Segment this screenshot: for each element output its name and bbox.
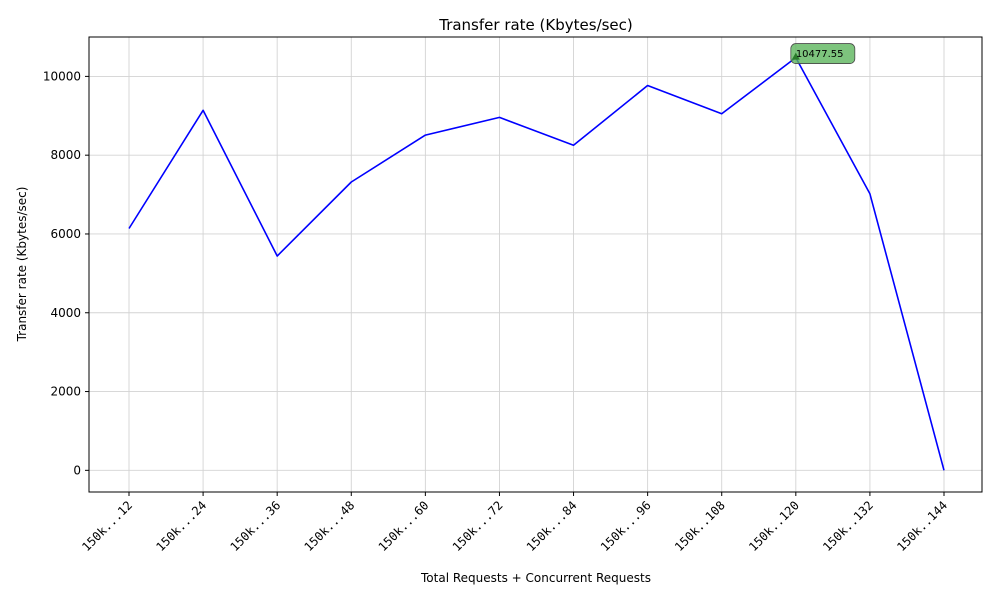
data-point xyxy=(276,255,278,257)
chart-title: Transfer rate (Kbytes/sec) xyxy=(438,16,633,34)
plot-frame xyxy=(88,36,983,493)
data-point xyxy=(647,84,649,86)
y-tick-label: 2000 xyxy=(50,385,81,399)
data-point xyxy=(721,113,723,115)
annotation-box xyxy=(790,43,856,64)
annotation-label: 10477.55 xyxy=(796,49,844,60)
data-point xyxy=(350,181,352,183)
series-line xyxy=(128,56,945,471)
y-axis-ticks: 0 2000 4000 6000 8000 10000 xyxy=(43,69,89,477)
series-layer xyxy=(128,56,945,471)
y-tick-label: 0 xyxy=(73,463,81,477)
data-point xyxy=(573,144,575,146)
data-point xyxy=(498,116,500,118)
grid xyxy=(89,37,982,492)
y-tick-label: 6000 xyxy=(50,227,81,241)
y-tick-label: 4000 xyxy=(50,306,81,320)
data-point xyxy=(869,193,871,195)
annotation-layer: 10477.55 xyxy=(790,43,856,64)
data-point xyxy=(128,227,130,229)
data-point xyxy=(943,469,945,471)
x-axis-label: Total Requests + Concurrent Requests xyxy=(420,571,651,585)
y-axis-label: Transfer rate (Kbytes/sec) xyxy=(15,187,29,343)
data-point xyxy=(424,134,426,136)
y-tick-label: 10000 xyxy=(43,69,81,83)
y-tick-label: 8000 xyxy=(50,148,81,162)
annotation-arrow xyxy=(791,52,800,60)
data-point xyxy=(202,109,204,111)
